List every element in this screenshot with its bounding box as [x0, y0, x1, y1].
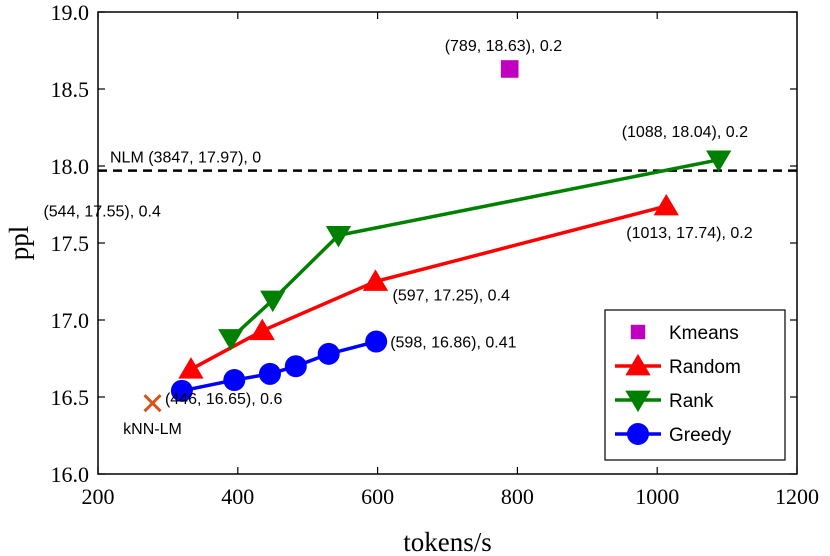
- y-tick-label-18: 18.0: [51, 154, 90, 179]
- x-axis-title: tokens/s: [403, 527, 492, 556]
- point-greedy-4: [284, 355, 307, 378]
- y-tick-label-19: 19.0: [51, 0, 90, 25]
- reference-line-group: NLM (3847, 17.97), 0: [98, 150, 797, 172]
- y-tick-label-16: 16.0: [51, 462, 90, 487]
- x-tick-label-1200: 1200: [775, 484, 819, 509]
- knn-lm-label: kNN-LM: [123, 421, 182, 438]
- point-kmeans-1: [500, 60, 519, 78]
- point-greedy-2: [223, 369, 246, 392]
- point-random-1: [178, 357, 204, 379]
- y-tick-label-18.5: 18.5: [51, 77, 90, 102]
- legend-marker-rank: [625, 390, 651, 413]
- axes-group: 200 400 600 800 1000 1200 16.0 16.5 17.0 17.5 18.0…: [4, 0, 819, 556]
- x-tick-label-800: 800: [501, 484, 534, 509]
- annotation-4: (1013, 17.74), 0.2: [626, 225, 752, 242]
- legend: Kmeans Random Rank Greedy: [604, 309, 786, 461]
- legend-marker-greedy: [627, 423, 649, 445]
- series-line-rank: [229, 158, 720, 340]
- point-rank-1: [218, 329, 244, 351]
- legend-label-random: Random: [669, 357, 741, 378]
- point-greedy-6: [365, 330, 388, 353]
- legend-label-rank: Rank: [669, 391, 714, 412]
- annotations-group: (789, 18.63), 0.2 (1088, 18.04), 0.2 (544,…: [43, 38, 752, 408]
- point-rank-2: [260, 290, 286, 313]
- point-greedy-3: [258, 362, 281, 385]
- legend-label-kmeans: Kmeans: [669, 323, 739, 344]
- point-greedy-1: [170, 379, 193, 402]
- point-knn-lm: [143, 394, 162, 413]
- point-random-3: [362, 269, 389, 291]
- annotation-6: (598, 16.86), 0.41: [390, 335, 516, 352]
- legend-marker-kmeans: [630, 324, 646, 340]
- series-line-greedy: [181, 339, 377, 393]
- point-random-4: [653, 193, 679, 216]
- y-axis-title: ppl: [4, 226, 34, 261]
- point-greedy-5: [317, 342, 340, 365]
- y-tick-label-16.5: 16.5: [51, 385, 90, 410]
- annotation-1: (789, 18.63), 0.2: [445, 38, 563, 55]
- y-tick-label-17: 17.0: [51, 308, 90, 333]
- series-line-random: [190, 204, 667, 371]
- x-tick-label-400: 400: [221, 484, 254, 509]
- annotation-5: (597, 17.25), 0.4: [393, 288, 511, 305]
- nlm-reference-label: NLM (3847, 17.97), 0: [110, 150, 261, 167]
- point-rank-3: [325, 225, 352, 248]
- annotation-3: (544, 17.55), 0.4: [43, 203, 161, 220]
- annotation-2: (1088, 18.04), 0.2: [622, 124, 748, 141]
- y-tick-label-17.5: 17.5: [51, 231, 90, 256]
- x-tick-label-1000: 1000: [635, 484, 679, 509]
- point-rank-4: [706, 150, 732, 172]
- series-group: kNN-LM: [123, 60, 732, 438]
- point-knn-lm-stroke-b: [143, 394, 162, 413]
- x-tick-label-200: 200: [82, 484, 115, 509]
- legend-marker-random: [625, 353, 651, 376]
- annotation-7: (446, 16.65), 0.6: [165, 391, 283, 408]
- point-random-2: [249, 318, 275, 341]
- x-tick-label-600: 600: [361, 484, 394, 509]
- legend-label-greedy: Greedy: [669, 425, 732, 446]
